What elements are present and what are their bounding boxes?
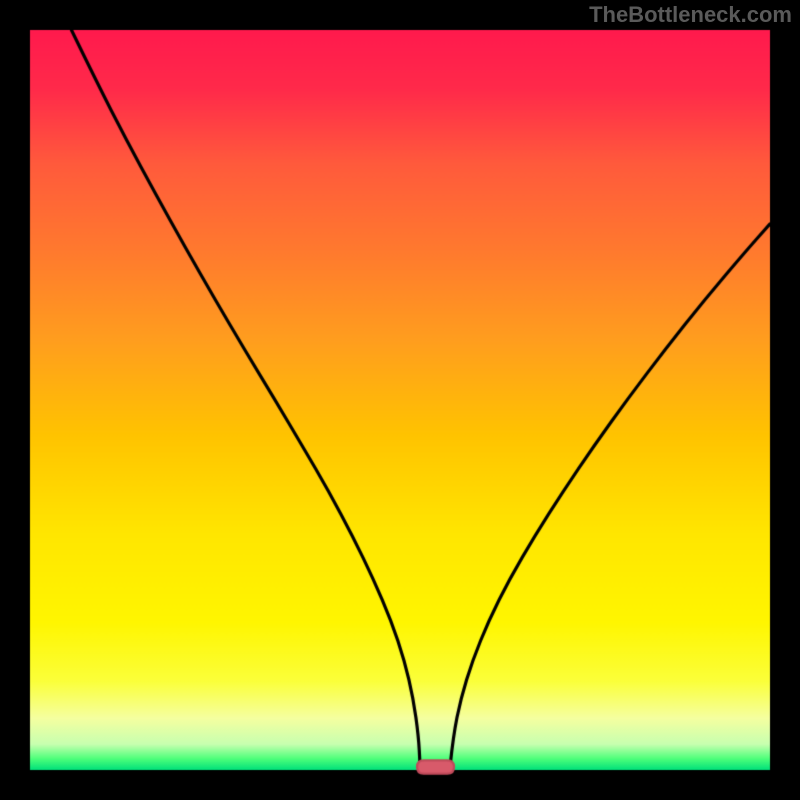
bottleneck-chart: [0, 0, 800, 800]
watermark-text: TheBottleneck.com: [589, 2, 792, 28]
chart-container: TheBottleneck.com: [0, 0, 800, 800]
